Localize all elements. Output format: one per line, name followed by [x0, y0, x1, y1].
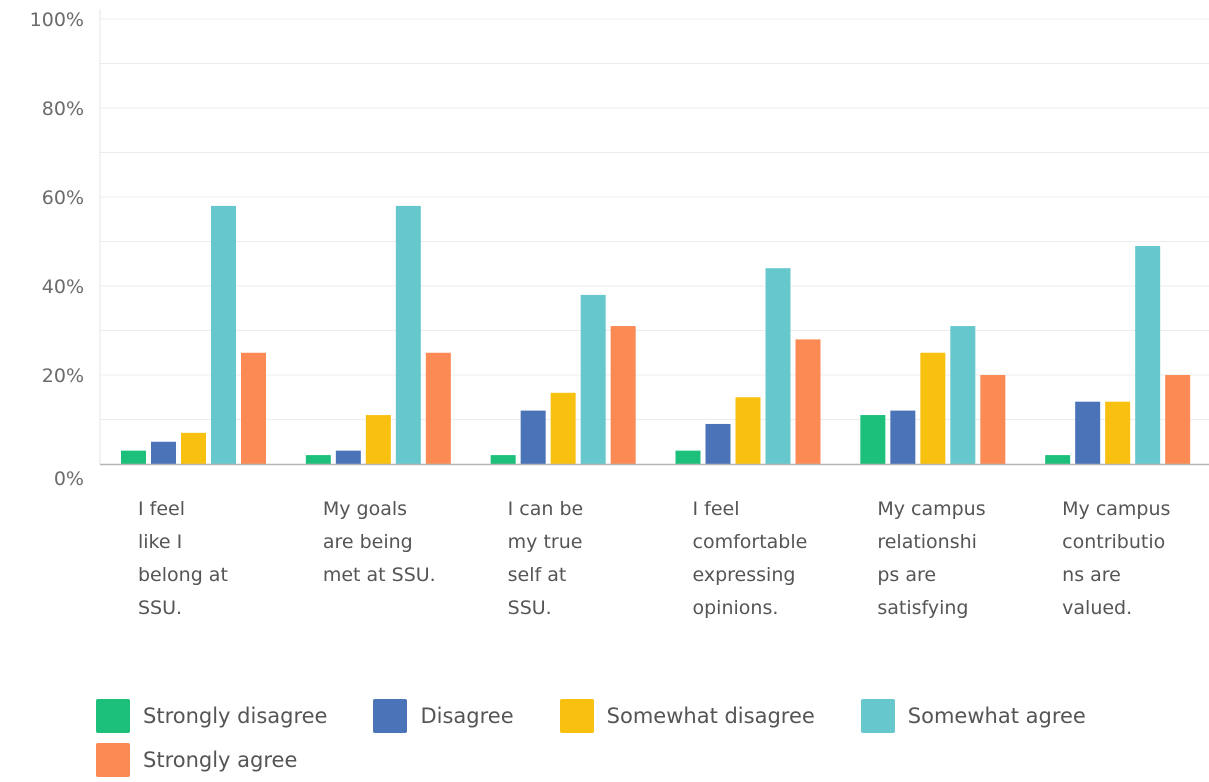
category-label: I feel comfortable expressing opinions. — [693, 498, 808, 619]
bar — [860, 415, 886, 464]
bar-chart: 0% 20% 40% 60% 80% 100% I feel like I belong at S… — [30, 9, 1209, 619]
bar — [241, 352, 266, 464]
y-tick-label: 80% — [42, 98, 84, 120]
y-tick-label: 100% — [30, 9, 84, 31]
bar — [890, 410, 916, 464]
y-tick-label: 60% — [42, 187, 84, 209]
y-tick-label: 0% — [54, 468, 84, 490]
bar — [765, 268, 791, 464]
legend-swatch-strongly-agree — [96, 743, 130, 777]
category-label-line: met at SSU. — [323, 564, 436, 586]
bar — [580, 294, 606, 464]
bar — [1045, 455, 1071, 464]
category-label: My goals are being met at SSU. — [323, 498, 436, 586]
bar — [490, 455, 516, 464]
category-label-line: my true — [508, 531, 583, 553]
category-label-line: are being — [323, 531, 413, 553]
legend-item-strongly-disagree: Strongly disagree — [96, 699, 327, 733]
legend-item-somewhat-disagree: Somewhat disagree — [559, 699, 815, 733]
legend-label-somewhat-disagree: Somewhat disagree — [606, 704, 815, 728]
category-label: I feel like I belong at SSU. — [138, 498, 228, 619]
category-label: My campus relationshi ps are satisfying — [877, 498, 985, 619]
category-label-line: SSU. — [508, 597, 552, 619]
bar — [795, 339, 821, 464]
category-label-line: expressing — [693, 564, 796, 586]
legend-label-somewhat-agree: Somewhat agree — [907, 704, 1086, 728]
y-tick-label: 40% — [42, 276, 84, 298]
bar — [705, 423, 731, 464]
category-label-line: SSU. — [138, 597, 182, 619]
category-label-line: self at — [508, 564, 567, 586]
bar — [335, 450, 361, 464]
bar — [1075, 401, 1101, 464]
category-label-line: contributio — [1062, 531, 1165, 553]
category-label-line: My campus — [1062, 498, 1170, 520]
category-label-line: opinions. — [693, 597, 779, 619]
legend-item-disagree: Disagree — [373, 699, 514, 733]
category-label-line: relationshi — [877, 531, 977, 553]
category-label-line: ns are — [1062, 564, 1121, 586]
legend-item-strongly-agree: Strongly agree — [96, 743, 297, 777]
bar — [735, 397, 761, 464]
bar — [1165, 375, 1191, 464]
bar — [1105, 401, 1131, 464]
bar — [980, 375, 1006, 464]
category-label-line: My campus — [877, 498, 985, 520]
category-label-line: comfortable — [693, 531, 808, 553]
legend-label-strongly-disagree: Strongly disagree — [143, 704, 328, 728]
bar — [365, 415, 391, 464]
bar — [211, 205, 236, 464]
bar — [425, 352, 451, 464]
category-label: I can be my true self at SSU. — [508, 498, 584, 619]
category-label-line: My goals — [323, 498, 407, 520]
legend-row-2: Strongly agree — [96, 738, 1206, 782]
bar — [920, 352, 946, 464]
legend-swatch-somewhat-agree — [860, 699, 895, 733]
category-label-line: satisfying — [877, 597, 968, 619]
bar — [675, 450, 701, 464]
legend-label-disagree: Disagree — [420, 704, 514, 728]
legend-swatch-somewhat-disagree — [559, 699, 594, 733]
legend: Strongly disagree Disagree Somewhat disa… — [96, 694, 1206, 782]
category-label-line: valued. — [1062, 597, 1132, 619]
bar — [151, 441, 176, 464]
bar — [181, 432, 206, 464]
bar — [520, 410, 546, 464]
bar — [121, 450, 146, 464]
bar — [1135, 245, 1161, 464]
bar — [950, 326, 976, 464]
category-label-line: I feel — [693, 498, 740, 520]
y-tick-label: 20% — [42, 365, 84, 387]
bar — [305, 455, 331, 464]
category-label-line: belong at — [138, 564, 228, 586]
category-label: My campus contributio ns are valued. — [1062, 498, 1170, 619]
legend-row-1: Strongly disagree Disagree Somewhat disa… — [96, 694, 1206, 738]
legend-swatch-strongly-disagree — [96, 699, 130, 733]
category-label-line: ps are — [877, 564, 936, 586]
legend-label-strongly-agree: Strongly agree — [143, 748, 298, 772]
legend-item-somewhat-agree: Somewhat agree — [860, 699, 1086, 733]
category-label-line: like I — [138, 531, 182, 553]
category-label-line: I can be — [508, 498, 584, 520]
category-label-line: I feel — [138, 498, 185, 520]
legend-swatch-disagree — [373, 699, 408, 733]
bar — [395, 205, 421, 464]
bar — [610, 326, 636, 464]
bar — [550, 392, 576, 464]
